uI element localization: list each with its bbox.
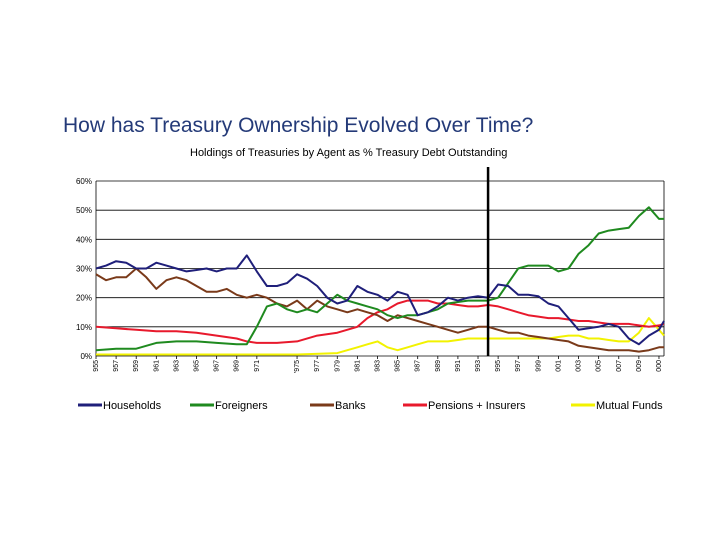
x-tick-label: 955	[93, 360, 100, 372]
x-tick-label: 959	[133, 360, 140, 372]
x-tick-label: 957	[113, 360, 120, 372]
x-tick-label: 000	[656, 360, 663, 372]
x-tick-label: 995	[495, 360, 502, 372]
x-tick-label: 979	[334, 360, 341, 372]
series-line-pensions-insurers	[95, 299, 665, 344]
legend-label-households: Households	[103, 400, 162, 412]
y-tick-label: 30%	[76, 265, 92, 274]
y-tick-label: 40%	[76, 235, 92, 244]
x-tick-label: 983	[374, 360, 381, 372]
x-tick-label: 989	[435, 360, 442, 372]
x-tick-label: 991	[455, 360, 462, 372]
legend-label-foreigners: Foreigners	[215, 400, 268, 412]
x-tick-label: 007	[616, 360, 623, 372]
chart-subtitle: Holdings of Treasuries by Agent as % Tre…	[190, 147, 508, 159]
x-tick-label: 977	[314, 360, 321, 372]
x-tick-label: 005	[596, 360, 603, 372]
series-line-mutual-funds	[96, 317, 665, 356]
x-tick-label: 969	[234, 360, 241, 372]
x-tick-label: 981	[354, 360, 361, 372]
line-chart: 0% 10% 20% 30% 40% 50% 60% 955 957 959 961 963 965 96…	[76, 167, 665, 412]
x-tick-label: 967	[214, 360, 221, 372]
y-tick-label: 10%	[76, 323, 92, 332]
x-tick-label: 009	[636, 360, 643, 372]
x-tick-label: 971	[254, 360, 261, 372]
x-tick-label: 965	[194, 360, 201, 372]
legend-label-banks: Banks	[335, 400, 366, 412]
x-tick-label: 963	[173, 360, 180, 372]
x-tick-label: 999	[535, 360, 542, 372]
x-tick-label: 961	[153, 360, 160, 372]
legend-label-pensions-insurers: Pensions + Insurers	[428, 400, 526, 412]
y-tick-label: 20%	[76, 294, 92, 303]
x-tick-label: '975	[294, 360, 301, 373]
legend-label-mutual-funds: Mutual Funds	[596, 400, 663, 412]
series-line-households	[95, 254, 665, 346]
y-tick-label: 0%	[80, 352, 92, 361]
x-tick-label: 987	[415, 360, 422, 372]
x-tick-label: 001	[555, 360, 562, 372]
x-tick-label: 997	[515, 360, 522, 372]
x-tick-label: 003	[576, 360, 583, 372]
x-tick-label: 985	[395, 360, 402, 372]
chart-title: How has Treasury Ownership Evolved Over …	[63, 114, 534, 137]
x-tick-label: 993	[475, 360, 482, 372]
y-tick-label: 50%	[76, 206, 92, 215]
y-tick-label: 60%	[76, 177, 92, 186]
series-line-banks	[95, 267, 664, 353]
